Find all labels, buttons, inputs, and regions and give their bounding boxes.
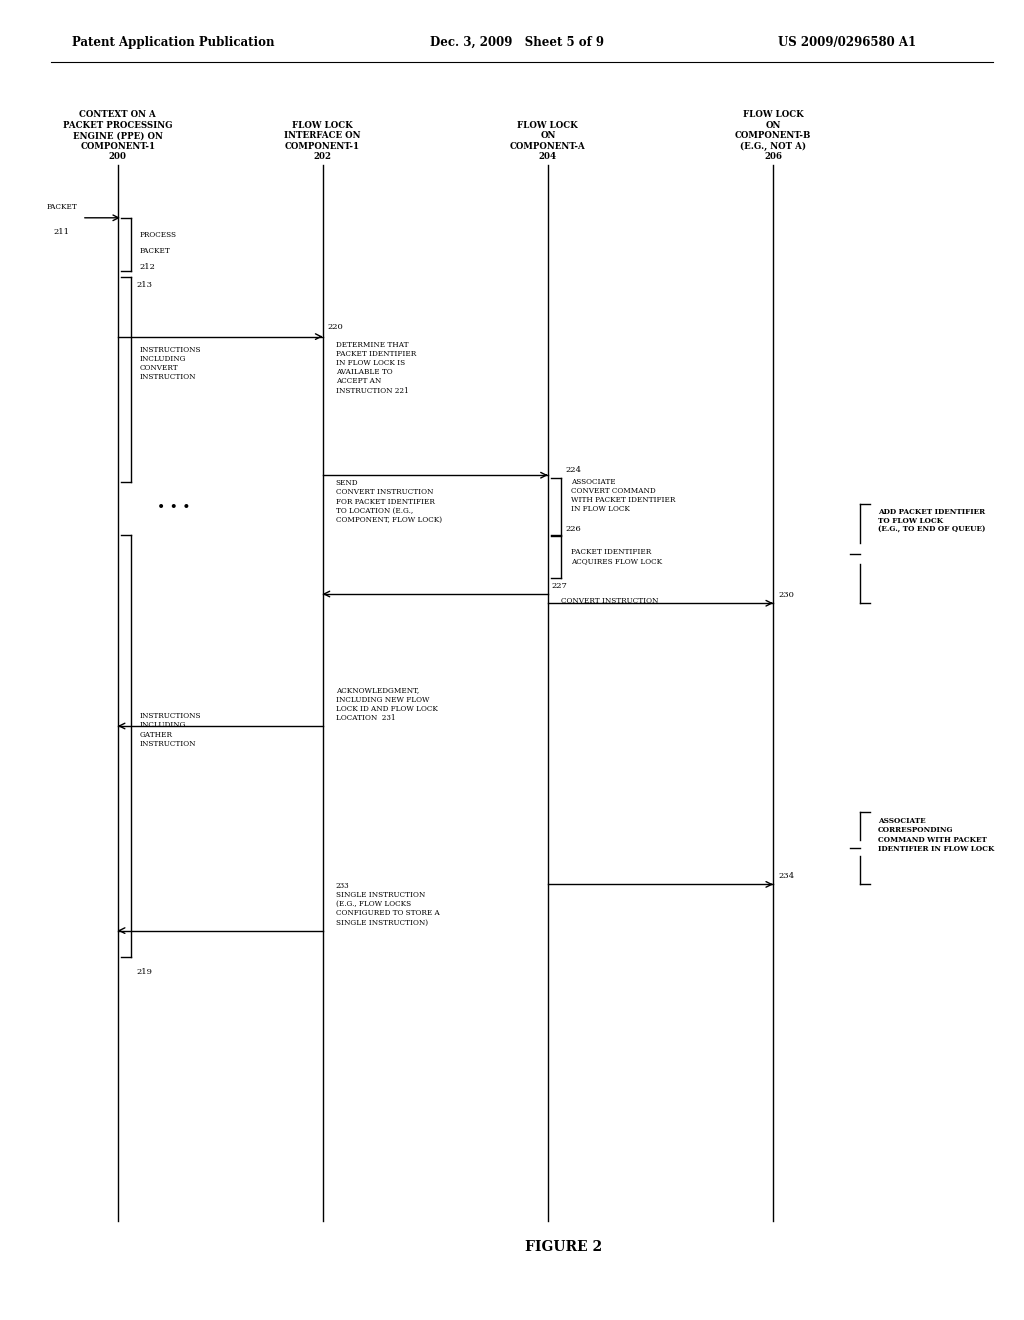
Text: 213: 213 [136, 281, 153, 289]
Text: 224: 224 [565, 466, 582, 474]
Text: FLOW LOCK
INTERFACE ON
COMPONENT-1
202: FLOW LOCK INTERFACE ON COMPONENT-1 202 [285, 121, 360, 161]
Text: • • •: • • • [158, 502, 190, 515]
Text: 230: 230 [778, 591, 795, 599]
Text: PACKET: PACKET [139, 247, 170, 255]
Text: SEND
CONVERT INSTRUCTION
FOR PACKET IDENTIFIER
TO LOCATION (E.G.,
COMPONENT, FLO: SEND CONVERT INSTRUCTION FOR PACKET IDEN… [336, 479, 442, 524]
Text: FIGURE 2: FIGURE 2 [524, 1241, 602, 1254]
Text: 227: 227 [552, 582, 568, 590]
Text: 211: 211 [53, 228, 70, 236]
Text: PROCESS: PROCESS [139, 231, 176, 239]
Text: ASSOCIATE
CONVERT COMMAND
WITH PACKET IDENTIFIER
IN FLOW LOCK: ASSOCIATE CONVERT COMMAND WITH PACKET ID… [571, 478, 676, 513]
Text: CONVERT INSTRUCTION: CONVERT INSTRUCTION [561, 597, 658, 605]
Text: Dec. 3, 2009   Sheet 5 of 9: Dec. 3, 2009 Sheet 5 of 9 [430, 36, 604, 49]
Text: ASSOCIATE
CORRESPONDING
COMMAND WITH PACKET
IDENTIFIER IN FLOW LOCK: ASSOCIATE CORRESPONDING COMMAND WITH PAC… [878, 817, 994, 853]
Text: PACKET: PACKET [46, 203, 77, 211]
Text: FLOW LOCK
ON
COMPONENT-B
(E.G., NOT A)
206: FLOW LOCK ON COMPONENT-B (E.G., NOT A) 2… [735, 111, 811, 161]
Text: 219: 219 [136, 968, 153, 975]
Text: 220: 220 [328, 323, 343, 331]
Text: 212: 212 [139, 263, 156, 271]
Text: ADD PACKET IDENTIFIER
TO FLOW LOCK
(E.G., TO END OF QUEUE): ADD PACKET IDENTIFIER TO FLOW LOCK (E.G.… [878, 507, 985, 533]
Text: 226: 226 [565, 525, 581, 533]
Text: Patent Application Publication: Patent Application Publication [72, 36, 274, 49]
Text: 234: 234 [778, 873, 795, 880]
Text: CONTEXT ON A
PACKET PROCESSING
ENGINE (PPE) ON
COMPONENT-1
200: CONTEXT ON A PACKET PROCESSING ENGINE (P… [63, 111, 172, 161]
Text: US 2009/0296580 A1: US 2009/0296580 A1 [778, 36, 916, 49]
Text: INSTRUCTIONS
INCLUDING
GATHER
INSTRUCTION: INSTRUCTIONS INCLUDING GATHER INSTRUCTIO… [139, 713, 201, 747]
Text: ACKNOWLEDGMENT,
INCLUDING NEW FLOW
LOCK ID AND FLOW LOCK
LOCATION  231: ACKNOWLEDGMENT, INCLUDING NEW FLOW LOCK … [336, 686, 437, 722]
Text: 233
SINGLE INSTRUCTION
(E.G., FLOW LOCKS
CONFIGURED TO STORE A
SINGLE INSTRUCTIO: 233 SINGLE INSTRUCTION (E.G., FLOW LOCKS… [336, 882, 439, 927]
Text: FLOW LOCK
ON
COMPONENT-A
204: FLOW LOCK ON COMPONENT-A 204 [510, 121, 586, 161]
Text: DETERMINE THAT
PACKET IDENTIFIER
IN FLOW LOCK IS
AVAILABLE TO
ACCEPT AN
INSTRUCT: DETERMINE THAT PACKET IDENTIFIER IN FLOW… [336, 341, 416, 395]
Text: INSTRUCTIONS
INCLUDING
CONVERT
INSTRUCTION: INSTRUCTIONS INCLUDING CONVERT INSTRUCTI… [139, 346, 201, 381]
Text: PACKET IDENTIFIER
ACQUIRES FLOW LOCK: PACKET IDENTIFIER ACQUIRES FLOW LOCK [571, 548, 663, 566]
